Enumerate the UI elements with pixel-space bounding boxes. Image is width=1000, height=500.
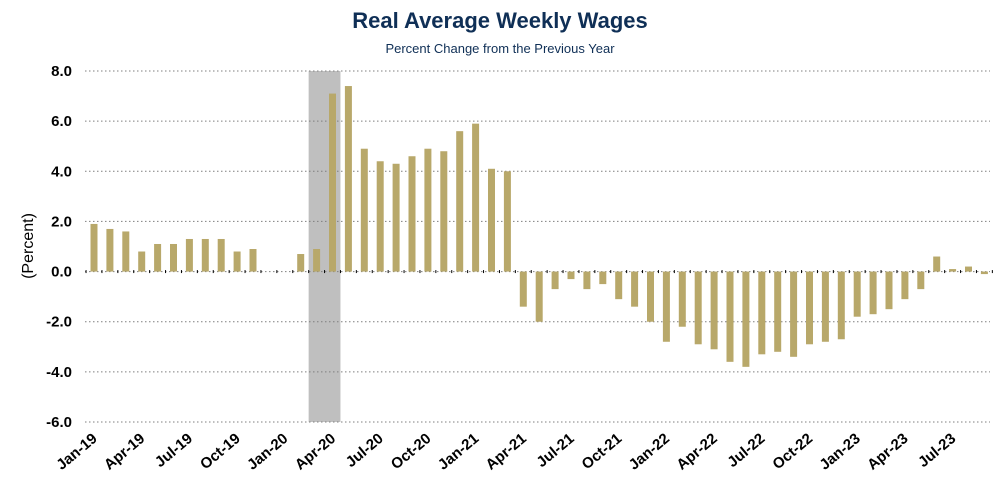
bar xyxy=(567,271,575,280)
bar xyxy=(90,223,98,272)
x-tick-label: Jul-21 xyxy=(533,430,577,471)
chart-title: Real Average Weekly Wages xyxy=(352,8,648,33)
bar xyxy=(217,238,225,272)
bar xyxy=(933,256,941,272)
bar xyxy=(853,271,861,317)
x-tick-label: Jan-21 xyxy=(435,430,482,474)
bar xyxy=(360,148,368,272)
bar xyxy=(710,271,718,350)
x-tick-label: Jan-22 xyxy=(626,430,673,474)
bar xyxy=(583,271,591,290)
bars xyxy=(90,86,988,367)
y-tick-label: 6.0 xyxy=(51,113,72,130)
bar xyxy=(551,271,559,290)
bar xyxy=(392,163,400,272)
x-tick-label: Oct-19 xyxy=(197,430,244,473)
y-tick-label: 8.0 xyxy=(51,63,72,80)
bar xyxy=(790,271,798,357)
bar xyxy=(980,271,988,275)
y-tick-label: 4.0 xyxy=(51,163,72,180)
bar xyxy=(249,249,257,272)
bar xyxy=(949,269,957,272)
bar xyxy=(965,266,972,272)
bar xyxy=(329,93,336,272)
x-tick-label: Apr-20 xyxy=(292,430,339,474)
y-tick-label: -6.0 xyxy=(46,414,72,431)
bar xyxy=(106,228,114,272)
bar xyxy=(726,271,734,362)
bar xyxy=(472,123,480,272)
bar xyxy=(122,231,130,272)
bar xyxy=(535,271,543,322)
bar xyxy=(774,271,782,352)
y-axis-label: (Percent) xyxy=(20,213,37,279)
bar xyxy=(662,271,670,342)
bar xyxy=(806,271,813,345)
chart-subtitle: Percent Change from the Previous Year xyxy=(385,41,615,56)
bar xyxy=(376,161,384,272)
bar xyxy=(185,238,193,272)
bar xyxy=(742,271,750,367)
y-axis-ticks: 8.0 6.0 4.0 2.0 0.0 -2.0 -4.0 -6.0 xyxy=(46,63,72,431)
bar xyxy=(313,249,321,272)
bar xyxy=(408,156,416,272)
bar xyxy=(647,271,654,322)
x-tick-label: Jul-19 xyxy=(152,430,196,471)
y-tick-label: 2.0 xyxy=(51,213,72,230)
x-tick-label: Apr-21 xyxy=(483,430,530,474)
x-tick-label: Jul-22 xyxy=(724,430,768,471)
bar xyxy=(599,271,607,285)
bar xyxy=(901,271,909,300)
bar xyxy=(678,271,686,327)
x-tick-label: Jul-20 xyxy=(343,430,387,471)
x-tick-label: Jul-23 xyxy=(915,430,959,471)
y-tick-label: 0.0 xyxy=(51,264,72,281)
bar xyxy=(917,271,925,290)
bar xyxy=(821,271,829,342)
bar xyxy=(837,271,845,340)
bar xyxy=(488,168,495,272)
x-tick-label: Jan-20 xyxy=(244,430,291,474)
bar xyxy=(297,254,305,272)
bar xyxy=(519,271,527,307)
bar xyxy=(344,86,352,272)
bar xyxy=(154,243,162,272)
bar xyxy=(631,271,639,307)
y-tick-label: -2.0 xyxy=(46,314,72,331)
bar xyxy=(694,271,702,345)
bar xyxy=(424,148,432,272)
bar xyxy=(885,271,893,310)
x-tick-label: Apr-22 xyxy=(673,430,720,474)
x-tick-label: Jan-19 xyxy=(53,430,100,474)
x-tick-label: Apr-19 xyxy=(101,430,148,474)
x-axis-ticks: Jan-19 Apr-19 Jul-19 Oct-19 Jan-20 Apr-20 Jul-… xyxy=(53,430,959,474)
bar xyxy=(615,271,623,300)
bar xyxy=(201,238,209,272)
x-tick-label: Oct-22 xyxy=(769,430,816,473)
x-tick-label: Apr-23 xyxy=(864,430,911,474)
bar xyxy=(758,271,766,355)
bar xyxy=(456,131,464,272)
x-tick-label: Oct-20 xyxy=(388,430,435,473)
bar xyxy=(869,271,877,315)
bar xyxy=(170,243,177,272)
bar xyxy=(503,171,511,272)
x-tick-label: Oct-21 xyxy=(579,430,626,473)
y-tick-label: -4.0 xyxy=(46,364,72,381)
bar xyxy=(440,151,448,272)
x-tick-label: Jan-23 xyxy=(816,430,863,474)
bar xyxy=(233,251,241,272)
bar xyxy=(138,251,146,272)
